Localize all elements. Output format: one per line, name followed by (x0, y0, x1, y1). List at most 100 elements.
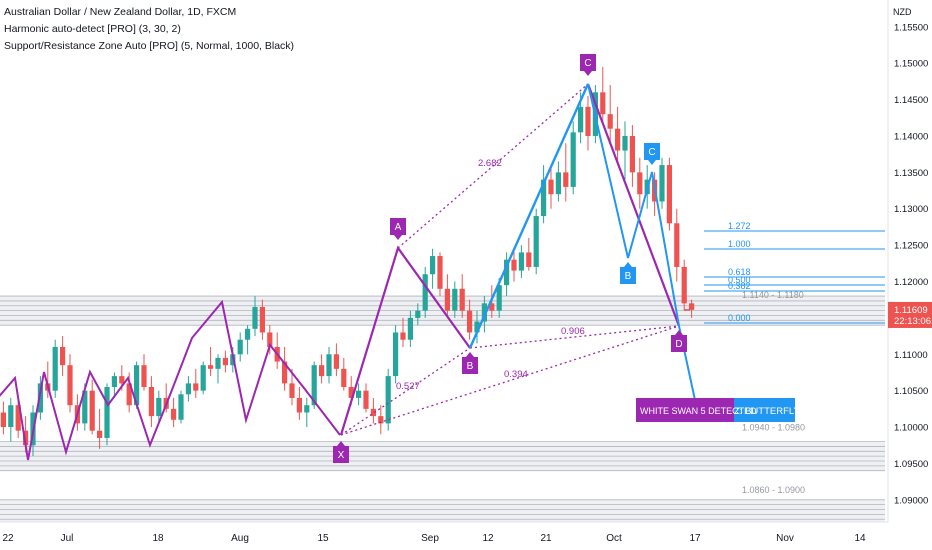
price-axis: NZD 1.15500 1.15000 1.14500 1.14000 1.13500 1.… (887, 0, 932, 550)
marker-shape (462, 352, 478, 374)
marker-label: B (625, 271, 632, 282)
price-tick-label: 1.11000 (894, 350, 928, 361)
fib-level-label: 0.500 (728, 275, 751, 285)
candle-body (607, 114, 613, 129)
price-tick-label: 1.10000 (894, 423, 928, 434)
candle-body (474, 321, 480, 333)
candle-body (267, 332, 273, 347)
ratio-line-bd (469, 325, 680, 349)
ratio-label: 2.682 (478, 158, 502, 169)
time-tick-label: Aug (231, 533, 249, 544)
candle-body (570, 132, 576, 187)
time-tick-label: Nov (776, 533, 794, 544)
candle-body (296, 397, 302, 413)
inner-pattern-line (587, 83, 680, 327)
point-b-marker: B (462, 352, 478, 374)
ratio-line-xb (340, 347, 471, 436)
candle-body (67, 365, 73, 406)
indicator-sr-zone-label[interactable]: Support/Resistance Zone Auto [PRO] (5, N… (4, 40, 295, 52)
indicator-harmonic-label[interactable]: Harmonic auto-detect [PRO] (3, 30, 2) (4, 23, 181, 35)
harmonic-pattern: 2.682 0.527 0.394 0.906 X A B C D B C Z: BUTTERFLY … (333, 54, 808, 463)
pattern-name-box (725, 398, 795, 422)
candle-body (97, 430, 103, 438)
candle-body (541, 179, 547, 217)
candle-body (126, 383, 132, 406)
marker-label: C (584, 58, 591, 69)
candle-body (319, 365, 325, 377)
candle-body (578, 106, 584, 133)
price-tick-label: 1.12000 (894, 277, 928, 288)
pattern-leg-cd (586, 83, 681, 327)
sr-zone-label: 1.0940 - 1.0980 (742, 423, 805, 433)
price-tick-label: 1.10500 (894, 386, 928, 397)
candle-body (674, 223, 680, 267)
candle-body (629, 135, 635, 173)
price-tick-label: 1.13500 (894, 168, 928, 179)
candle-body (407, 317, 413, 340)
point-x-marker: X (333, 441, 349, 463)
price-tick-label: 1.09000 (894, 495, 928, 506)
marker-shape (333, 441, 349, 463)
candle-body (171, 408, 177, 420)
marker-label: X (338, 450, 345, 461)
time-tick-label: 21 (540, 533, 552, 544)
candle-body (259, 306, 265, 333)
candle-body (237, 339, 243, 355)
candle-body (111, 376, 117, 388)
currency-label: NZD (893, 7, 912, 17)
pattern-name-label: Z: BUTTERFLY 4 (734, 406, 808, 417)
candle-body (141, 365, 147, 388)
candle-body (341, 368, 347, 388)
candle-body (193, 383, 199, 391)
point-c-marker: C (580, 54, 596, 76)
candle-body (489, 303, 495, 311)
ratio-label: 0.394 (504, 369, 528, 380)
candle-body (533, 216, 539, 267)
candle-body (378, 416, 384, 424)
time-tick-label: Sep (421, 533, 439, 544)
candle-body (585, 106, 591, 136)
candle-body (185, 383, 191, 395)
candle-body (119, 376, 125, 384)
sr-zone-label: 1.1140 - 1.1180 (742, 290, 804, 300)
price-tick-label: 1.09500 (894, 459, 928, 470)
candle-body (548, 179, 554, 195)
time-axis: 22 Jul 18 Aug 15 Sep 12 21 Oct 17 Nov 14 (0, 521, 932, 550)
candle-body (563, 172, 569, 187)
point-a-marker: A (390, 218, 406, 240)
candle-body (178, 394, 184, 420)
candle-body (89, 390, 95, 431)
pattern-leg-xab (339, 245, 471, 436)
point-d-marker: D (671, 330, 687, 352)
candle-body (615, 128, 621, 151)
candle-body (496, 285, 502, 311)
price-tick-label: 1.14500 (894, 95, 928, 106)
candle-body (356, 390, 362, 398)
candle-body (134, 365, 140, 406)
candle-body (363, 390, 369, 409)
candle-body (148, 387, 154, 417)
candle-body (104, 387, 110, 438)
candle-body (555, 172, 561, 195)
candle-body (82, 390, 88, 424)
alert-box (636, 398, 734, 422)
ratio-line-xd (340, 325, 680, 436)
time-tick-label: 14 (854, 533, 866, 544)
candle-body (348, 387, 354, 398)
price-tick-label: 1.12500 (894, 241, 928, 252)
candle-body (600, 92, 606, 115)
marker-shape (671, 330, 687, 352)
marker-shape (620, 262, 636, 284)
candle-body (23, 430, 29, 446)
marker-label: D (675, 339, 682, 350)
candle-body (52, 347, 58, 391)
candle-body (526, 252, 532, 267)
fib-level-label: 0.000 (728, 313, 751, 323)
candle-body (437, 256, 443, 289)
candle-body (370, 408, 376, 417)
time-tick-label: 18 (152, 533, 164, 544)
countdown-label: 22:13:06 (894, 316, 931, 327)
time-axis-bg (0, 522, 932, 550)
